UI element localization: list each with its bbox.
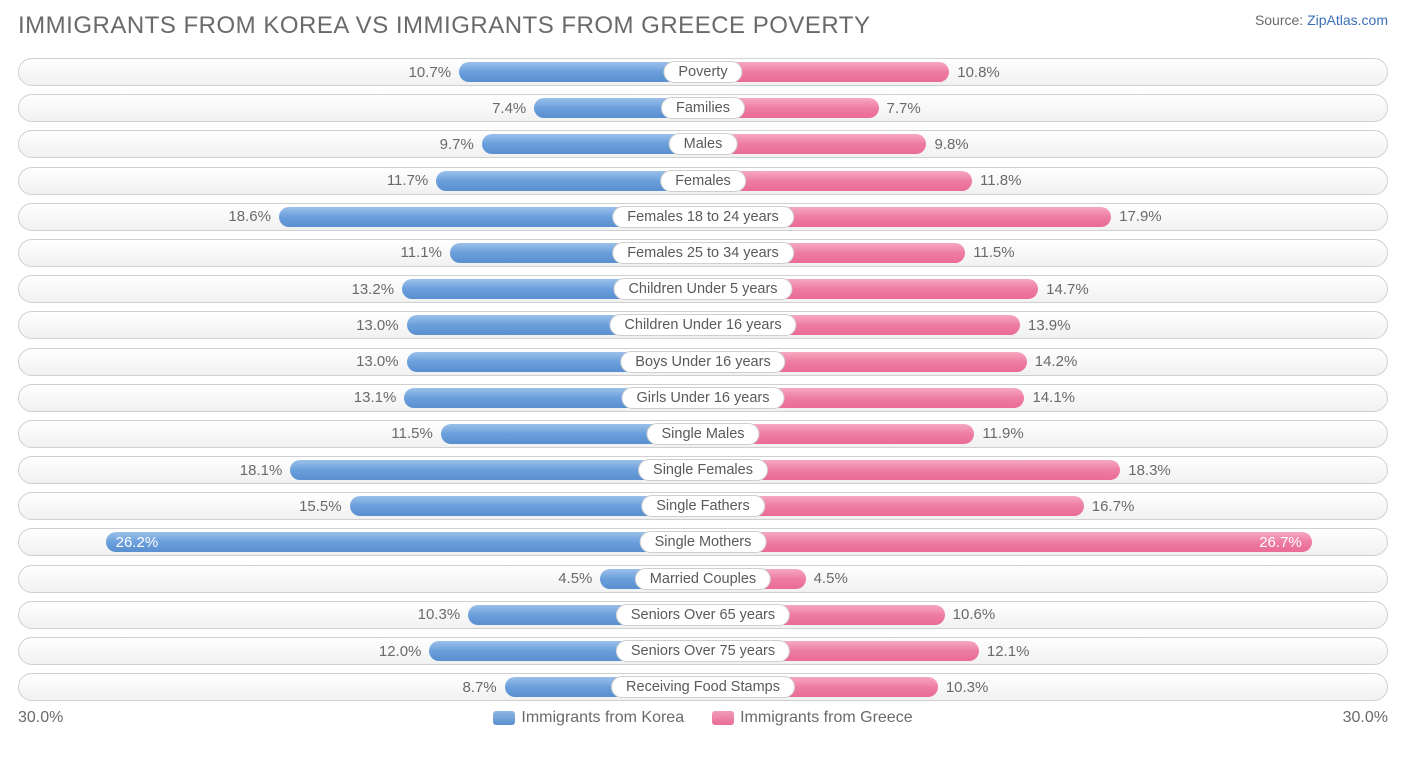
row-label: Married Couples — [635, 568, 771, 590]
legend-item-greece: Immigrants from Greece — [712, 709, 912, 727]
value-greece: 12.1% — [979, 638, 1030, 664]
row-label: Females — [660, 170, 746, 192]
bar-row: 18.1% 18.3% Single Females — [18, 456, 1388, 484]
row-label: Girls Under 16 years — [622, 387, 785, 409]
bar-row: 11.7% 11.8% Females — [18, 167, 1388, 195]
value-korea: 7.4% — [492, 95, 534, 121]
bar-korea — [106, 532, 703, 552]
bar-row: 11.1% 11.5% Females 25 to 34 years — [18, 239, 1388, 267]
value-korea: 11.1% — [401, 240, 450, 266]
axis-max-right: 30.0% — [1343, 709, 1388, 727]
value-greece: 13.9% — [1020, 312, 1071, 338]
value-korea: 18.1% — [240, 457, 291, 483]
bar-row: 12.0% 12.1% Seniors Over 75 years — [18, 637, 1388, 665]
row-label: Seniors Over 65 years — [616, 604, 790, 626]
row-label: Seniors Over 75 years — [616, 640, 790, 662]
value-korea: 13.2% — [352, 276, 403, 302]
value-greece: 10.6% — [945, 602, 996, 628]
value-greece: 4.5% — [806, 566, 848, 592]
row-label: Single Mothers — [640, 531, 767, 553]
bar-row: 26.2% 26.7% Single Mothers — [18, 528, 1388, 556]
value-korea: 13.0% — [356, 312, 407, 338]
legend-label-greece: Immigrants from Greece — [740, 709, 912, 727]
value-greece: 14.1% — [1024, 385, 1075, 411]
value-korea: 26.2% — [112, 529, 163, 555]
value-greece: 9.8% — [926, 131, 968, 157]
bar-row: 11.5% 11.9% Single Males — [18, 420, 1388, 448]
legend-item-korea: Immigrants from Korea — [493, 709, 684, 727]
value-greece: 14.2% — [1027, 349, 1078, 375]
row-label: Families — [661, 97, 745, 119]
row-label: Males — [669, 133, 738, 155]
header: IMMIGRANTS FROM KOREA VS IMMIGRANTS FROM… — [18, 12, 1388, 40]
value-greece: 10.3% — [938, 674, 989, 700]
bar-row: 13.1% 14.1% Girls Under 16 years — [18, 384, 1388, 412]
value-korea: 11.7% — [387, 168, 436, 194]
value-korea: 18.6% — [228, 204, 279, 230]
value-greece: 18.3% — [1120, 457, 1171, 483]
row-label: Boys Under 16 years — [620, 351, 785, 373]
row-label: Children Under 5 years — [613, 278, 792, 300]
value-korea: 15.5% — [299, 493, 350, 519]
page-title: IMMIGRANTS FROM KOREA VS IMMIGRANTS FROM… — [18, 12, 870, 40]
value-korea: 10.3% — [418, 602, 469, 628]
bar-row: 10.3% 10.6% Seniors Over 65 years — [18, 601, 1388, 629]
value-greece: 14.7% — [1038, 276, 1089, 302]
chart-footer: 30.0% Immigrants from Korea Immigrants f… — [18, 709, 1388, 727]
row-label: Receiving Food Stamps — [611, 676, 795, 698]
row-label: Single Fathers — [641, 495, 765, 517]
value-greece: 7.7% — [879, 95, 921, 121]
value-greece: 16.7% — [1084, 493, 1135, 519]
row-label: Single Males — [646, 423, 759, 445]
value-greece: 26.7% — [1255, 529, 1306, 555]
value-greece: 11.9% — [974, 421, 1023, 447]
source-attribution: Source: ZipAtlas.com — [1255, 12, 1388, 28]
value-korea: 12.0% — [379, 638, 430, 664]
diverging-bar-chart: 10.7% 10.8% Poverty 7.4% 7.7% Families 9.7% 9.8… — [18, 58, 1388, 701]
bar-row: 18.6% 17.9% Females 18 to 24 years — [18, 203, 1388, 231]
value-korea: 9.7% — [440, 131, 482, 157]
source-link[interactable]: ZipAtlas.com — [1307, 12, 1388, 28]
row-label: Poverty — [663, 61, 742, 83]
row-label: Females 25 to 34 years — [612, 242, 794, 264]
bar-row: 13.0% 13.9% Children Under 16 years — [18, 311, 1388, 339]
row-label: Females 18 to 24 years — [612, 206, 794, 228]
bar-row: 13.2% 14.7% Children Under 5 years — [18, 275, 1388, 303]
bar-greece — [703, 532, 1312, 552]
bar-row: 15.5% 16.7% Single Fathers — [18, 492, 1388, 520]
value-greece: 11.5% — [965, 240, 1014, 266]
bar-row: 13.0% 14.2% Boys Under 16 years — [18, 348, 1388, 376]
value-korea: 11.5% — [391, 421, 440, 447]
legend-label-korea: Immigrants from Korea — [521, 709, 684, 727]
value-greece: 17.9% — [1111, 204, 1162, 230]
value-korea: 13.0% — [356, 349, 407, 375]
swatch-greece-icon — [712, 711, 734, 725]
bar-row: 4.5% 4.5% Married Couples — [18, 565, 1388, 593]
row-label: Children Under 16 years — [609, 314, 796, 336]
bar-row: 8.7% 10.3% Receiving Food Stamps — [18, 673, 1388, 701]
bar-row: 10.7% 10.8% Poverty — [18, 58, 1388, 86]
legend: Immigrants from Korea Immigrants from Gr… — [493, 709, 912, 727]
bar-row: 9.7% 9.8% Males — [18, 130, 1388, 158]
axis-max-left: 30.0% — [18, 709, 63, 727]
swatch-korea-icon — [493, 711, 515, 725]
value-korea: 13.1% — [354, 385, 405, 411]
bar-row: 7.4% 7.7% Families — [18, 94, 1388, 122]
value-greece: 10.8% — [949, 59, 1000, 85]
source-prefix: Source: — [1255, 12, 1307, 28]
value-greece: 11.8% — [972, 168, 1021, 194]
value-korea: 4.5% — [558, 566, 600, 592]
value-korea: 10.7% — [409, 59, 460, 85]
value-korea: 8.7% — [462, 674, 504, 700]
row-label: Single Females — [638, 459, 768, 481]
